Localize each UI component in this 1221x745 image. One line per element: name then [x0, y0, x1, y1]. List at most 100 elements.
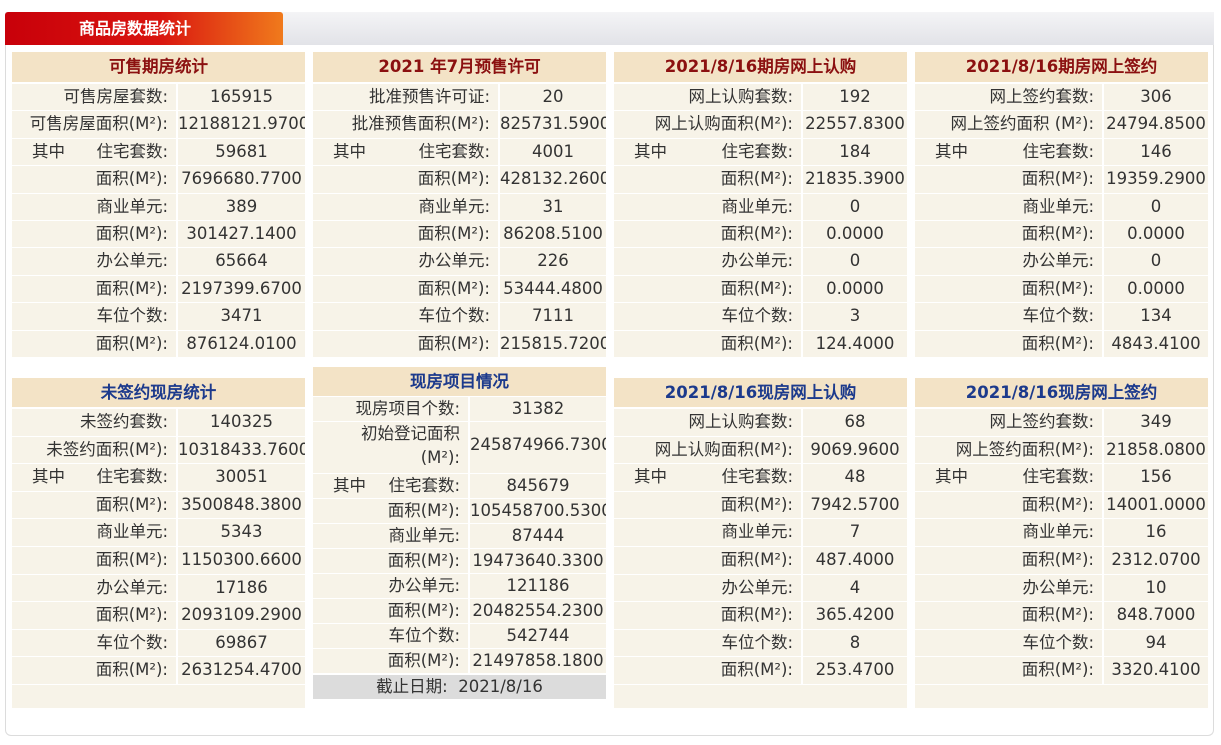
label-text: 网上签约面积 (M²): [950, 114, 1094, 134]
row-label: 其中 住宅套数: [12, 464, 176, 491]
label-text: 商业单元: [721, 196, 793, 216]
row-label: 办公单元: [12, 248, 176, 275]
panel-footer: 截止日期: 2021/8/16 [313, 675, 606, 699]
row-value: 7 [803, 519, 907, 546]
label-text: 网上签约面积(M²): [955, 439, 1094, 459]
label-text: 可售房屋套数: [63, 87, 168, 106]
row-label: 面积(M²): [614, 547, 801, 574]
row-label: 商业单元: [313, 524, 468, 548]
row-value: 245874966.7300 [470, 422, 606, 473]
row-value: 825731.5900 [500, 111, 606, 138]
label-text: 网上认购套数: [688, 87, 793, 106]
label-text: 车位个数: [96, 306, 168, 326]
row-value: 21497858.1800 [470, 649, 606, 673]
row-prefix: 其中 [32, 141, 65, 161]
row-value: 69867 [178, 629, 305, 657]
row-prefix: 其中 [634, 141, 667, 161]
panel-title: 2021 年7月预售许可 [313, 52, 606, 82]
label-text: 住宅套数: [418, 141, 490, 161]
row-label: 办公单元: [12, 574, 176, 602]
label-text: 办公单元: [1022, 251, 1094, 271]
row-label: 车位个数: [12, 629, 176, 657]
label-text: 面积(M²): [1021, 224, 1094, 243]
row-prefix: 其中 [32, 467, 65, 487]
label-text: 办公单元: [721, 251, 793, 271]
label-text: 住宅套数: [721, 141, 793, 161]
label-text: 住宅套数: [96, 467, 168, 487]
row-label: 网上签约面积 (M²): [915, 111, 1102, 138]
label-text: 面积(M²): [720, 605, 793, 625]
row-prefix: 其中 [333, 141, 366, 161]
row-value: 165915 [178, 84, 305, 111]
row-label: 批准预售许可证: [313, 84, 498, 111]
row-value: 428132.2600 [500, 166, 606, 193]
row-value: 0 [1104, 193, 1208, 220]
label-text: 商业单元: [418, 196, 490, 216]
row-value: 306 [1104, 84, 1208, 111]
row-value: 4 [803, 574, 907, 602]
row-label: 面积(M²): [915, 221, 1102, 248]
label-text: 商业单元: [1022, 522, 1094, 542]
row-label: 其中 住宅套数: [614, 464, 801, 491]
row-label: 其中 住宅套数: [614, 138, 801, 166]
row-value: 22557.8300 [803, 111, 907, 138]
label-text: 面积(M²): [1021, 333, 1094, 353]
label-text: 面积(M²): [720, 550, 793, 569]
row-label: 面积(M²): [915, 166, 1102, 193]
label-text: 面积(M²): [387, 501, 460, 520]
header-tab[interactable]: 商品房数据统计 [5, 12, 283, 45]
row-label: 其中 住宅套数: [12, 138, 176, 166]
row-label: 面积(M²): [915, 330, 1102, 357]
row-label: 其中 住宅套数: [915, 138, 1102, 166]
row-label: 面积(M²): [12, 657, 176, 684]
label-text: 批准预售面积(M²): [351, 114, 490, 134]
label-text: 车位个数: [418, 306, 490, 326]
row-label: 面积(M²): [313, 649, 468, 673]
row-value: 20 [500, 84, 606, 111]
row-value: 4843.4100 [1104, 330, 1208, 357]
row-label: 网上认购套数: [614, 409, 801, 436]
row-value: 845679 [470, 474, 606, 498]
row-prefix: 其中 [935, 141, 968, 161]
row-value: 87444 [470, 524, 606, 548]
row-value: 156 [1104, 464, 1208, 491]
row-label: 可售房屋面积(M²): [12, 111, 176, 138]
row-prefix: 其中 [935, 467, 968, 487]
row-label: 网上认购面积(M²): [614, 111, 801, 138]
row-label: 现房项目个数: [313, 397, 468, 421]
label-text: 网上认购面积(M²): [654, 114, 793, 134]
row-label: 未签约套数: [12, 409, 176, 436]
row-prefix: 其中 [333, 476, 366, 495]
label-text: 住宅套数: [721, 467, 793, 487]
blank-cell [614, 685, 907, 708]
label-text: 办公单元: [721, 577, 793, 597]
row-label: 商业单元: [12, 519, 176, 546]
row-label: 批准预售面积(M²): [313, 111, 498, 138]
label-text: 可售房屋面积(M²): [29, 114, 168, 134]
row-value: 19359.2900 [1104, 166, 1208, 193]
row-label: 商业单元: [614, 193, 801, 220]
row-value: 542744 [470, 624, 606, 648]
row-value: 105458700.5300 [470, 499, 606, 523]
row-value: 53444.4800 [500, 275, 606, 303]
row-label: 车位个数: [313, 303, 498, 330]
row-value: 2093109.2900 [178, 602, 305, 629]
row-label: 可售房屋套数: [12, 84, 176, 111]
row-value: 21835.3900 [803, 166, 907, 193]
row-label: 面积(M²): [313, 549, 468, 573]
label-text: 面积(M²): [1021, 278, 1094, 298]
row-value: 3320.4100 [1104, 657, 1208, 684]
row-value: 215815.7200 [500, 330, 606, 357]
label-text: 网上认购面积(M²): [654, 439, 793, 459]
row-value: 59681 [178, 138, 305, 166]
row-label: 网上认购套数: [614, 84, 801, 111]
label-text: 批准预售许可证: [368, 87, 490, 106]
label-text: 商业单元: [1022, 196, 1094, 216]
row-label: 商业单元: [12, 193, 176, 220]
label-text: 办公单元: [388, 576, 460, 595]
label-text: 面积(M²): [95, 660, 168, 680]
label-text: 现房项目个数: [355, 399, 460, 418]
label-text: 面积(M²): [417, 224, 490, 243]
label-text: 面积(M²): [387, 601, 460, 620]
